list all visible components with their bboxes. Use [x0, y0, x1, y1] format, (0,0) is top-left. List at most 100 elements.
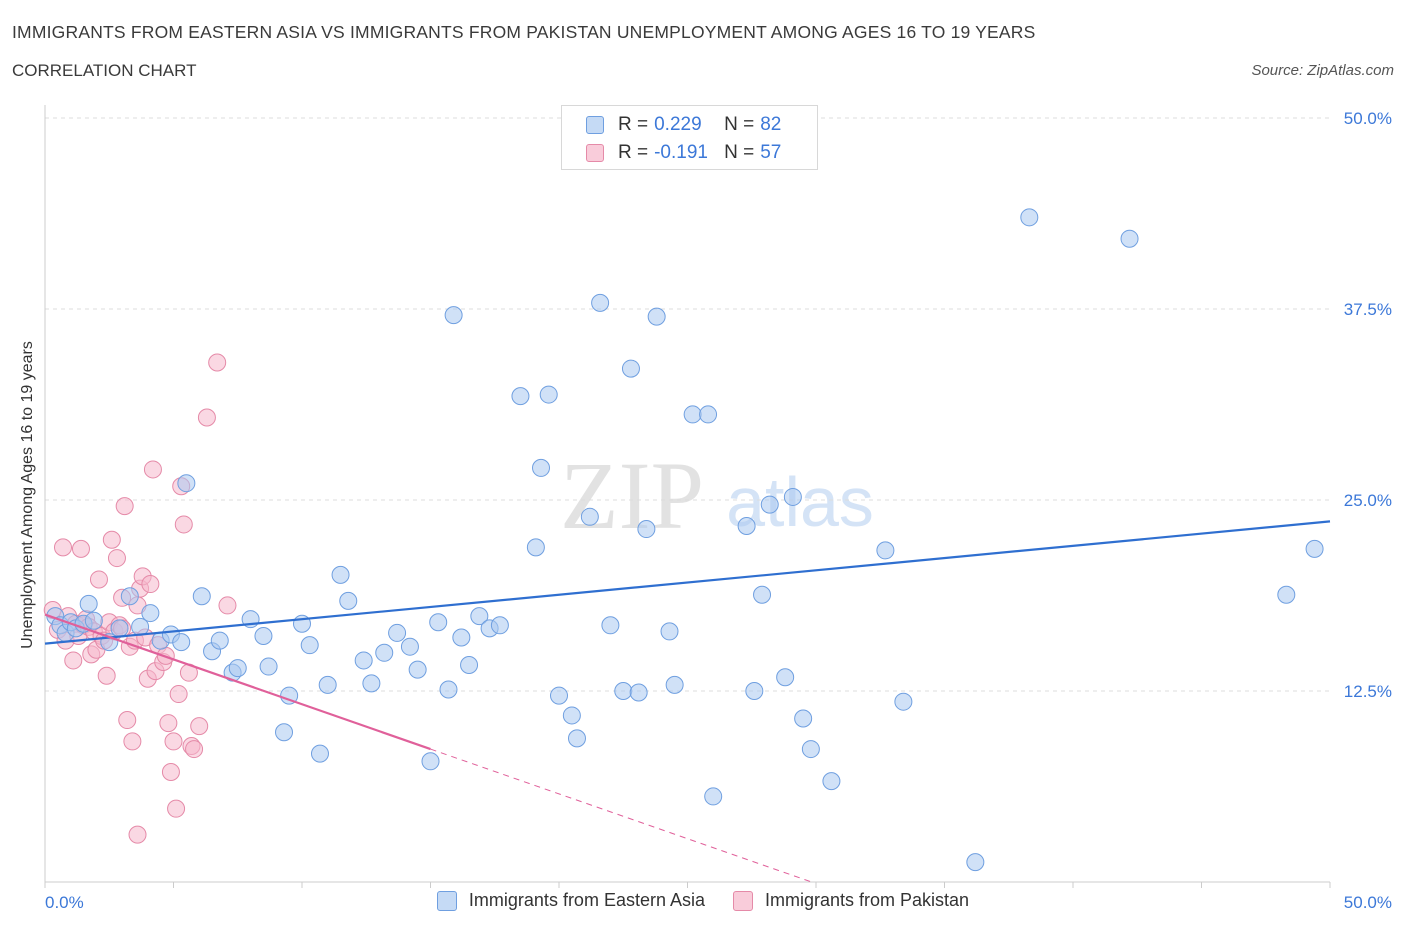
legend-swatch-pink: [586, 144, 604, 162]
eastern-asia-point-30: [318, 675, 337, 694]
eastern-asia-point-62: [647, 307, 666, 326]
eastern-asia-point-82: [1277, 585, 1296, 604]
eastern-asia-point-28: [300, 636, 319, 655]
pakistan-point-8: [71, 539, 90, 558]
pakistan-point-53: [190, 717, 209, 736]
n-label: N =: [724, 114, 755, 135]
series-legend: Immigrants from Eastern Asia Immigrants …: [0, 890, 1406, 911]
eastern-asia-point-17: [192, 587, 211, 606]
pakistan-point-5: [64, 651, 83, 670]
trend-lines: [44, 520, 1331, 883]
eastern-asia-point-26: [275, 723, 294, 742]
eastern-asia-point-50: [532, 458, 551, 477]
pakistan-point-45: [164, 732, 183, 751]
pakistan-point-44: [161, 762, 180, 781]
y-tick-label-3: 50.0%: [1344, 109, 1392, 128]
eastern-asia-point-61: [637, 520, 656, 539]
eastern-asia-point-29: [310, 744, 329, 763]
pakistan-point-29: [123, 732, 142, 751]
eastern-asia-point-23: [254, 626, 273, 645]
x-tick-label-0: 0.0%: [45, 893, 84, 912]
axes: [44, 105, 1331, 888]
eastern-asia-point-79: [966, 853, 985, 872]
eastern-asia-point-72: [776, 668, 795, 687]
r-label: R =: [618, 142, 649, 163]
pakistan-point-49: [174, 515, 193, 534]
pakistan-trend-extension: [430, 748, 812, 883]
eastern-asia-point-67: [704, 787, 723, 806]
pakistan-point-15: [89, 570, 108, 589]
pakistan-point-54: [197, 408, 216, 427]
n-value: 57: [760, 142, 782, 163]
chart-subtitle: CORRELATION CHART: [12, 61, 197, 80]
pakistan-point-47: [169, 685, 188, 704]
pakistan-point-27: [118, 711, 137, 730]
eastern-asia-point-10: [120, 587, 139, 606]
eastern-asia-point-7: [84, 611, 103, 630]
eastern-asia-point-48: [511, 387, 530, 406]
eastern-asia-point-75: [801, 740, 820, 759]
eastern-asia-point-59: [621, 359, 640, 378]
y-tick-labels: 12.5% 25.0% 37.5% 50.0%: [1344, 109, 1392, 701]
pakistan-point-18: [97, 666, 116, 685]
eastern-asia-point-76: [822, 772, 841, 791]
legend-swatch-blue: [586, 116, 604, 134]
eastern-asia-point-51: [539, 385, 558, 404]
eastern-asia-point-41: [439, 680, 458, 699]
legend-swatch-pink: [733, 890, 753, 911]
pakistan-point-20: [102, 530, 121, 549]
eastern-asia-point-54: [567, 729, 586, 748]
eastern-asia-point-70: [753, 585, 772, 604]
eastern-asia-point-43: [452, 628, 471, 647]
r-label: R =: [618, 114, 649, 135]
r-value: -0.191: [654, 142, 708, 163]
eastern-asia-point-78: [894, 692, 913, 711]
pakistan-point-26: [115, 497, 134, 516]
y-axis-label: Unemployment Among Ages 16 to 19 years: [19, 341, 36, 649]
eastern-asia-point-52: [550, 686, 568, 705]
eastern-asia-point-47: [490, 616, 509, 635]
legend-swatch-blue: [436, 890, 457, 911]
pakistan-point-43: [159, 714, 178, 733]
pakistan-point-38: [143, 460, 162, 479]
eastern-asia-point-21: [228, 659, 247, 678]
eastern-asia-point-42: [444, 306, 463, 325]
eastern-asia-point-57: [601, 616, 620, 635]
stats-row-pakistan: R = -0.191 N = 57: [586, 142, 781, 164]
eastern-asia-point-34: [362, 674, 381, 693]
eastern-asia-point-32: [339, 591, 358, 610]
eastern-asia-point-38: [408, 660, 427, 679]
eastern-asia-point-12: [141, 604, 160, 623]
eastern-asia-point-60: [629, 683, 648, 702]
watermark-zip: ZIP: [560, 442, 704, 549]
eastern-asia-point-73: [783, 487, 802, 506]
eastern-asia-point-80: [1020, 208, 1039, 227]
legend-item-eastern-asia: Immigrants from Eastern Asia: [436, 890, 705, 911]
eastern-asia-point-44: [460, 656, 479, 675]
legend-label: Immigrants from Pakistan: [765, 890, 970, 910]
n-value: 82: [760, 114, 782, 135]
eastern-asia-point-45: [470, 607, 489, 626]
eastern-asia-point-74: [794, 709, 813, 728]
y-tick-label-2: 37.5%: [1344, 300, 1392, 319]
eastern-asia-point-31: [331, 565, 350, 584]
eastern-asia-point-25: [280, 686, 299, 705]
eastern-asia-point-65: [683, 405, 702, 424]
eastern-asia-point-9: [110, 619, 129, 638]
eastern-asia-point-56: [591, 293, 610, 312]
stats-row-eastern-asia: R = 0.229 N = 82: [586, 114, 781, 136]
eastern-asia-point-16: [177, 474, 196, 493]
eastern-asia-point-39: [421, 752, 440, 771]
eastern-asia-point-37: [400, 637, 419, 656]
pakistan-point-52: [185, 740, 204, 759]
eastern-asia-point-69: [745, 682, 764, 700]
chart-title: IMMIGRANTS FROM EASTERN ASIA VS IMMIGRAN…: [12, 22, 1036, 42]
x-tick-label-1: 50.0%: [1344, 893, 1392, 912]
eastern-asia-point-81: [1120, 229, 1139, 248]
pakistan-point-22: [107, 549, 126, 568]
y-tick-label-0: 12.5%: [1344, 682, 1392, 701]
pakistan-point-55: [208, 353, 227, 372]
r-value: 0.229: [654, 114, 702, 135]
stats-legend: R = 0.229 N = 82 R = -0.191 N = 57: [561, 105, 818, 170]
